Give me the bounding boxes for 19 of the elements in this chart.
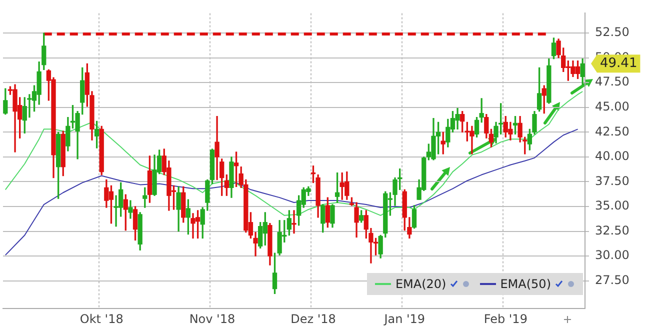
y-tick-label: 40.00 xyxy=(595,149,630,164)
y-tick-label: 45.00 xyxy=(595,99,630,114)
legend-label: EMA(20) xyxy=(395,276,446,291)
y-tick-label: 30.00 xyxy=(595,248,630,262)
x-tick-label: Feb '19 xyxy=(484,312,528,326)
y-tick-label: 47.50 xyxy=(595,74,630,89)
x-tick-label: Okt '18 xyxy=(80,312,124,326)
y-tick-label: 52.50 xyxy=(595,25,630,40)
y-tick-label: 42.50 xyxy=(595,124,630,138)
x-tick-label: Nov '18 xyxy=(189,312,236,326)
legend-label: EMA(50) xyxy=(500,276,551,291)
x-tick-label: Dez '18 xyxy=(290,312,336,326)
text: 49.41 xyxy=(600,56,638,72)
y-tick-label: 32.50 xyxy=(595,223,630,238)
y-tick-label: 27.50 xyxy=(595,272,630,287)
y-tick-label: 35.00 xyxy=(595,198,630,213)
y-tick-label: 37.50 xyxy=(595,174,630,188)
candlestick xyxy=(292,210,296,234)
x-tick-label: Jan '19 xyxy=(383,312,426,326)
